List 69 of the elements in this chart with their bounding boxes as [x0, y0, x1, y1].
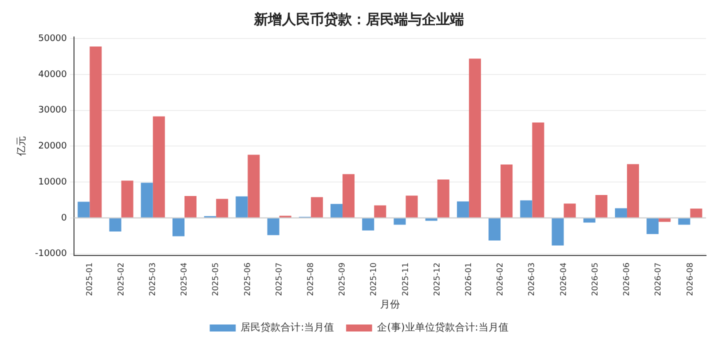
bar — [678, 218, 690, 225]
x-tick-label: 2026-04 — [558, 262, 568, 296]
x-tick-label: 2025-11 — [400, 262, 410, 296]
bar — [248, 154, 260, 218]
bar — [330, 204, 343, 218]
x-tick-label: 2025-08 — [306, 262, 315, 296]
bar — [437, 180, 450, 218]
bar — [564, 204, 576, 218]
y-tick-label: 20000 — [38, 142, 68, 152]
x-tick-label: 2025-01 — [84, 262, 94, 296]
x-tick-label: 2025-09 — [338, 262, 347, 296]
bar — [456, 201, 469, 218]
bar — [583, 218, 596, 223]
bar — [267, 218, 280, 236]
bar — [626, 164, 639, 218]
x-tick-label: 2025-07 — [274, 262, 284, 296]
x-tick-label: 2026-05 — [590, 262, 600, 296]
y-tick-label: 10000 — [38, 177, 68, 188]
bar — [90, 46, 102, 218]
x-tick-label: 2026-01 — [464, 262, 474, 296]
bar — [595, 194, 608, 218]
x-tick-label: 2026-03 — [527, 262, 536, 296]
bar — [406, 196, 418, 218]
bar — [614, 208, 627, 218]
bar — [658, 218, 671, 222]
x-tick-label: 2026-07 — [654, 262, 663, 296]
y-axis-title: 亿元 — [16, 136, 28, 158]
y-tick-label: 30000 — [38, 106, 68, 116]
bar — [394, 218, 406, 225]
bar — [310, 197, 323, 218]
bar — [172, 218, 184, 236]
x-tick-label: 2026-08 — [685, 262, 694, 296]
x-tick-label: 2025-04 — [180, 262, 189, 296]
bar — [488, 218, 501, 241]
x-tick-label: 2025-12 — [432, 262, 442, 296]
x-tick-label: 2025-03 — [148, 262, 157, 296]
bar — [78, 202, 90, 218]
x-axis-title: 月份 — [380, 300, 400, 311]
legend-label: 企(事)业单位贷款合计:当月值 — [377, 322, 508, 334]
y-tick-label: 40000 — [38, 70, 68, 80]
legend-label: 居民贷款合计:当月值 — [240, 322, 334, 334]
x-tick-label: 2025-10 — [369, 262, 378, 296]
bar — [500, 164, 513, 218]
x-tick-label: 2025-05 — [211, 262, 220, 296]
bar — [362, 218, 374, 230]
y-tick-label: -10000 — [34, 249, 68, 260]
chart-title: 新增人民币贷款：居民端与企业端 — [253, 11, 464, 28]
bar — [425, 218, 438, 221]
y-tick-label: 0 — [61, 213, 68, 224]
x-tick-label: 2026-06 — [622, 262, 632, 296]
bar — [520, 200, 532, 218]
bar — [468, 58, 481, 218]
bar — [184, 196, 197, 218]
bar — [342, 174, 355, 218]
x-tick-label: 2026-02 — [496, 262, 505, 296]
bar — [236, 196, 248, 218]
bar — [121, 180, 134, 218]
x-tick-label: 2025-02 — [116, 262, 126, 296]
bar — [532, 122, 544, 218]
bar — [552, 218, 564, 246]
bar — [140, 182, 153, 218]
bar — [690, 208, 702, 218]
bar — [152, 116, 165, 218]
bar — [646, 218, 659, 234]
bar — [374, 205, 386, 218]
y-tick-label: 50000 — [38, 34, 68, 44]
bar — [109, 218, 122, 232]
bar — [216, 198, 228, 218]
x-tick-label: 2025-06 — [242, 262, 252, 296]
